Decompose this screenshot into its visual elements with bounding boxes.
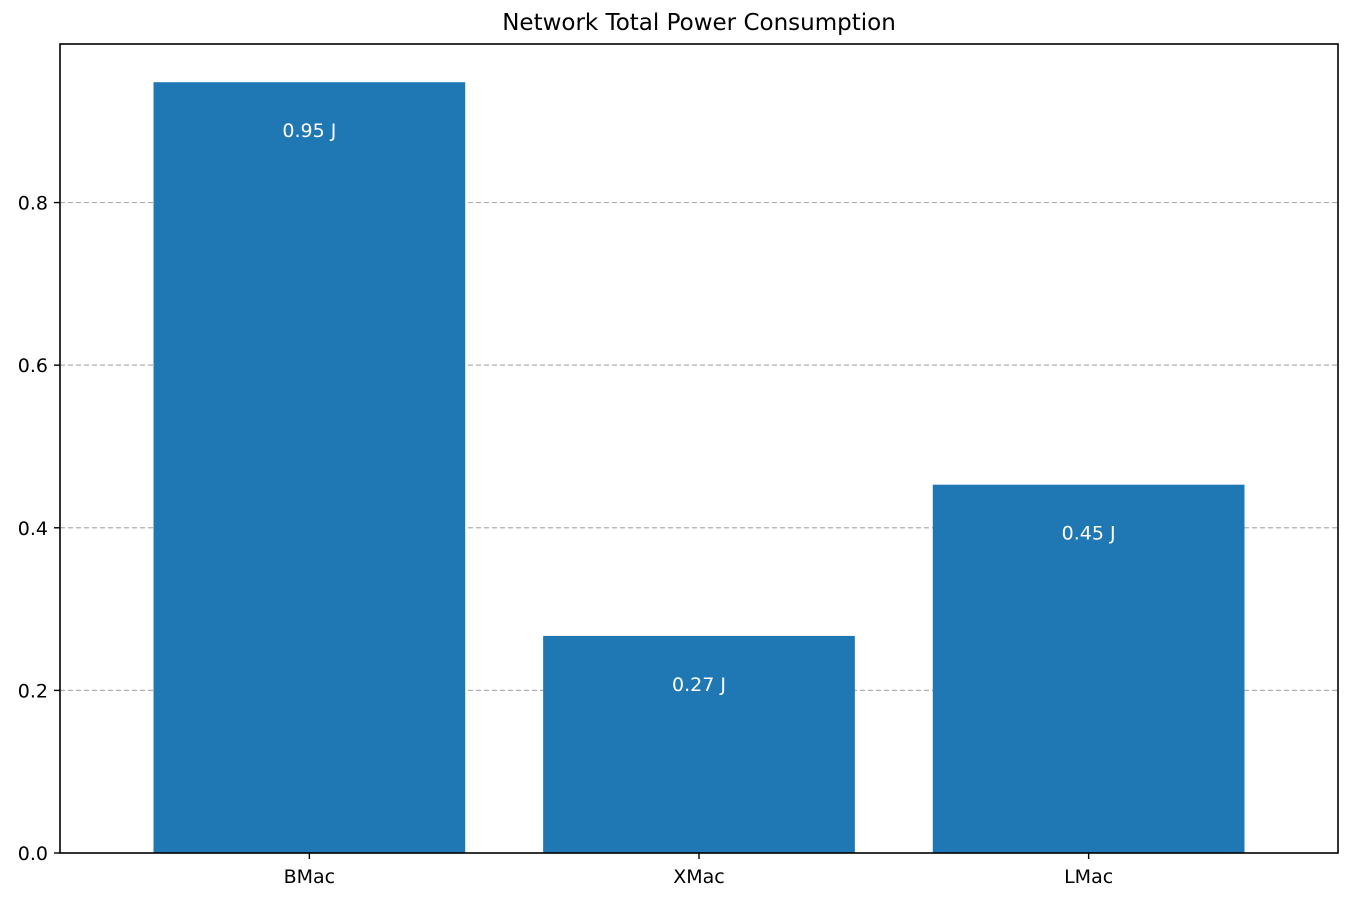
y-tick-label: 0.0 bbox=[18, 843, 48, 865]
bar-value-label: 0.27 J bbox=[672, 674, 726, 696]
bar-value-label: 0.45 J bbox=[1062, 523, 1116, 545]
axes-layer: 0.0 0.2 0.4 0.6 0.8 BMac XMac LMac bbox=[18, 43, 1339, 888]
bar-value-label: 0.95 J bbox=[282, 120, 336, 142]
bar-lmac bbox=[932, 484, 1245, 853]
x-tick-label: XMac bbox=[673, 866, 725, 888]
y-tick-label: 0.4 bbox=[18, 518, 48, 540]
y-tick-label: 0.2 bbox=[18, 680, 48, 702]
bars-layer: 0.95 J 0.27 J 0.45 J bbox=[153, 82, 1245, 854]
bar-xmac bbox=[543, 635, 855, 853]
y-tick-label: 0.8 bbox=[18, 193, 48, 215]
bar-bmac bbox=[153, 82, 466, 854]
x-tick-label: BMac bbox=[284, 866, 336, 888]
x-tick-label: LMac bbox=[1064, 866, 1113, 888]
chart-title: Network Total Power Consumption bbox=[502, 10, 896, 36]
y-tick-label: 0.6 bbox=[18, 355, 48, 377]
